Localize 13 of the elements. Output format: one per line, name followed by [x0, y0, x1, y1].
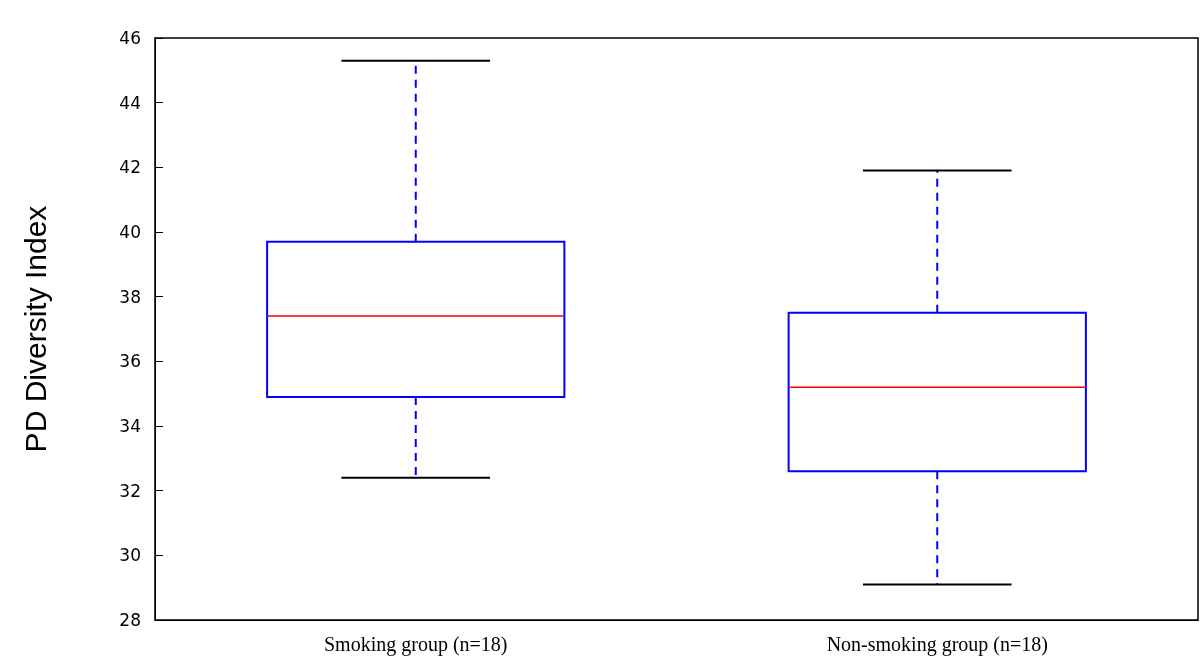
y-tick-label: 30 — [119, 545, 141, 566]
y-tick-label: 36 — [119, 351, 141, 372]
y-tick-label: 46 — [119, 28, 141, 48]
y-tick-label: 32 — [119, 480, 141, 501]
y-tick-label: 44 — [119, 92, 141, 113]
y-tick-label: 38 — [119, 286, 141, 307]
y-axis-title: PD Diversity Index — [18, 205, 52, 453]
y-tick-label: 42 — [119, 157, 141, 178]
y-tick-label: 40 — [119, 222, 141, 242]
x-tick-label: Non-smoking group (n=18) — [826, 633, 1048, 656]
y-tick-label: 34 — [119, 416, 141, 436]
x-tick-label: Smoking group (n=18) — [324, 633, 508, 656]
y-tick-label: 28 — [119, 610, 141, 630]
